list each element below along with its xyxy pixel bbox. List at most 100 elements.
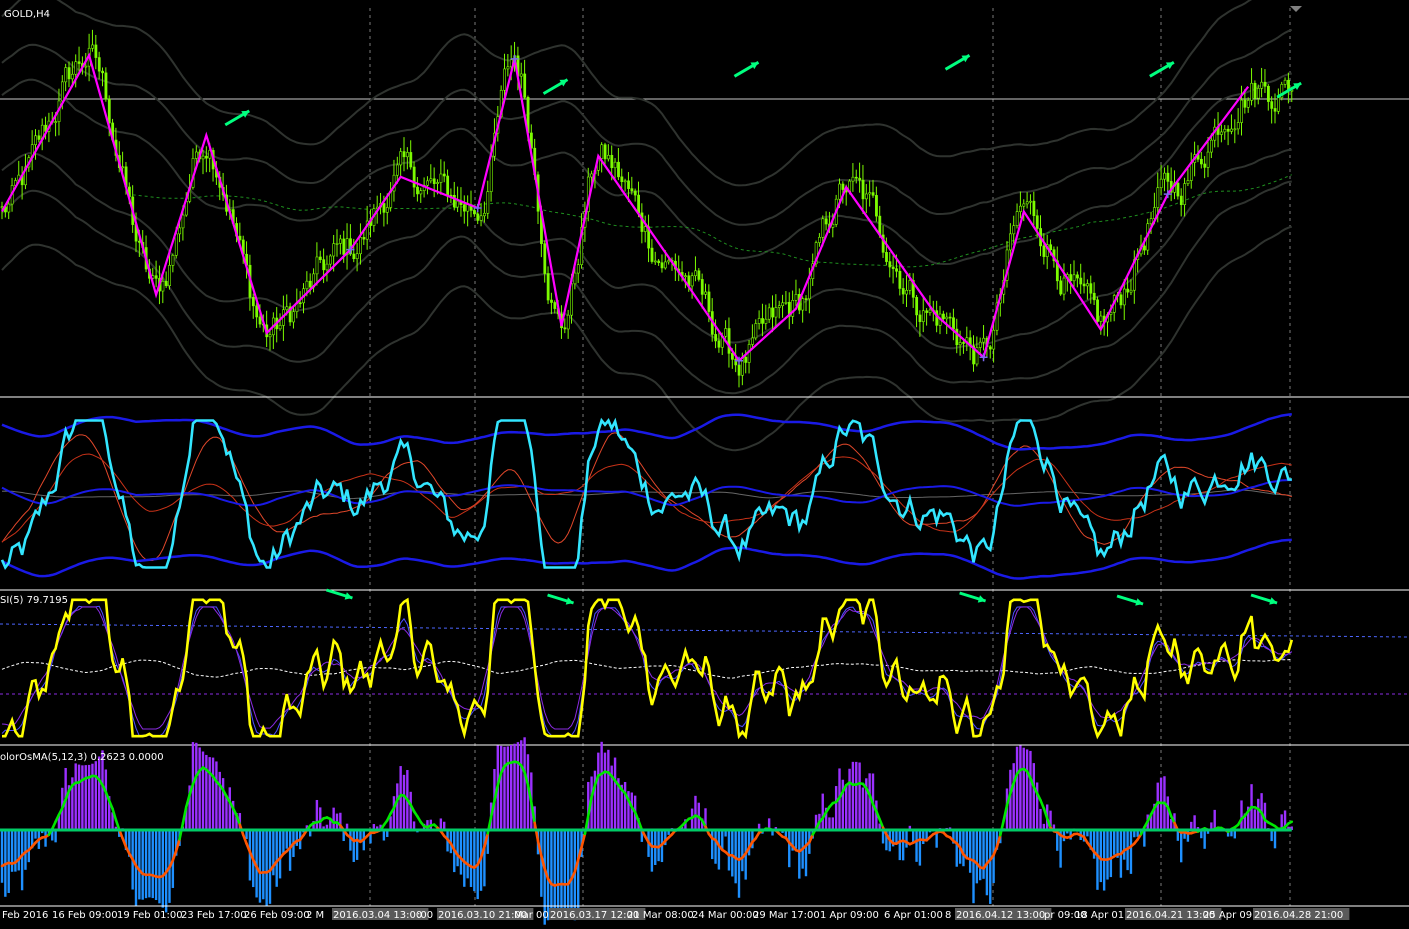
candle-body <box>895 268 898 272</box>
time-tick-label: 19 Feb 01:00 <box>117 910 183 921</box>
candle-body <box>794 294 798 301</box>
candle-body <box>908 280 912 291</box>
osma-bar <box>469 830 473 887</box>
candle-body <box>1022 203 1026 207</box>
osma-bar <box>875 800 878 830</box>
candle-body <box>915 297 919 316</box>
candle-body <box>335 243 339 245</box>
osma-bar <box>617 778 620 830</box>
osma-bar <box>1149 813 1153 830</box>
osma-line-seg <box>1042 807 1049 820</box>
osma-bar <box>1022 747 1025 830</box>
osma-bar <box>600 741 603 830</box>
osma-bar <box>345 823 349 830</box>
osma-bar <box>834 786 838 830</box>
candle-body <box>91 44 94 49</box>
osma-panel-label: olorOsMA(5,12,3) 0.2623 0.0000 <box>0 752 164 763</box>
candle-body <box>660 262 664 269</box>
osma-bar <box>593 770 597 830</box>
candle-body <box>808 278 811 300</box>
time-tick-label: Feb 2016 <box>2 910 48 921</box>
candle-body <box>885 252 888 262</box>
candle-body <box>174 233 178 256</box>
candle-body <box>650 247 654 262</box>
osma-bar <box>319 807 322 830</box>
time-tick: 29 Mar 17:00 <box>753 910 820 921</box>
candle-body <box>801 298 805 311</box>
osma-bar <box>767 818 771 830</box>
osma-bar <box>134 830 138 907</box>
osma-bar <box>74 763 77 830</box>
candle-body <box>54 121 58 123</box>
candle-body <box>787 301 791 317</box>
osma-bar <box>794 830 798 849</box>
osma-bar <box>225 796 228 830</box>
osma-line-seg <box>245 842 252 854</box>
candle-body <box>446 175 450 196</box>
osma-bar <box>566 830 570 914</box>
candle-body <box>268 334 272 338</box>
osma-bar <box>288 830 292 871</box>
osma-line-seg <box>1039 798 1046 810</box>
osma-bar <box>275 830 278 887</box>
osma-bar <box>915 830 918 862</box>
candle-body <box>1096 299 1099 322</box>
osma-bar <box>158 830 161 904</box>
osma-bar <box>1056 830 1059 851</box>
candle-body <box>958 342 962 346</box>
candle-body <box>1226 128 1230 132</box>
osma-bar <box>804 830 808 877</box>
candle-body <box>995 302 999 331</box>
osma-line-seg <box>998 819 1005 837</box>
candle-body <box>1076 274 1079 279</box>
osma-bar <box>1169 818 1173 830</box>
candle-body <box>640 212 644 232</box>
osma-bar <box>278 830 282 879</box>
osma-line-seg <box>637 819 644 831</box>
candle-body <box>1277 97 1280 112</box>
osma-bar <box>925 830 928 842</box>
osma-bar <box>1089 830 1092 850</box>
osma-bar <box>587 781 590 830</box>
candle-body <box>416 186 419 195</box>
osma-bar <box>34 830 37 839</box>
candle-body <box>67 67 71 80</box>
osma-bar <box>979 830 982 881</box>
candle-body <box>1009 233 1012 251</box>
osma-bar <box>563 830 566 913</box>
rsi-white-line <box>1 658 1292 679</box>
candle-body <box>623 180 627 183</box>
osma-line-seg <box>251 858 258 869</box>
candle-body <box>436 182 440 184</box>
time-tick: 25 Apr 09: <box>1203 910 1255 921</box>
osma-line-seg <box>995 833 1002 849</box>
rsi-signal-arrows <box>326 588 1278 606</box>
osma-bar <box>349 830 352 851</box>
osma-bar <box>272 830 275 876</box>
candle-body <box>657 260 661 264</box>
time-tick-label: :00 <box>417 910 433 921</box>
osma-bar <box>503 746 506 830</box>
chart-shift-icon[interactable] <box>1290 6 1302 12</box>
osma-bar <box>255 830 258 898</box>
osma-line-seg <box>1009 781 1016 795</box>
candle-body <box>1049 244 1053 251</box>
osma-bar <box>228 787 231 830</box>
candle-body <box>1126 288 1130 293</box>
osma-bar <box>918 830 922 866</box>
osma-bar <box>1042 823 1046 830</box>
osma-bar <box>1039 808 1042 830</box>
time-tick-label: 2016.03.04 13:00 <box>333 910 422 921</box>
osma-bar <box>114 826 118 830</box>
candle-body <box>814 242 818 265</box>
candle-body <box>1153 207 1156 219</box>
candle-body <box>362 237 366 240</box>
osma-bar <box>597 752 600 830</box>
osma-bar <box>821 793 824 830</box>
candle-body <box>603 144 607 160</box>
rsi-arrow <box>1116 594 1144 606</box>
candle-body <box>0 206 4 208</box>
osma-line-seg <box>633 810 640 822</box>
candle-body <box>385 207 389 213</box>
candle-body <box>1019 205 1022 212</box>
